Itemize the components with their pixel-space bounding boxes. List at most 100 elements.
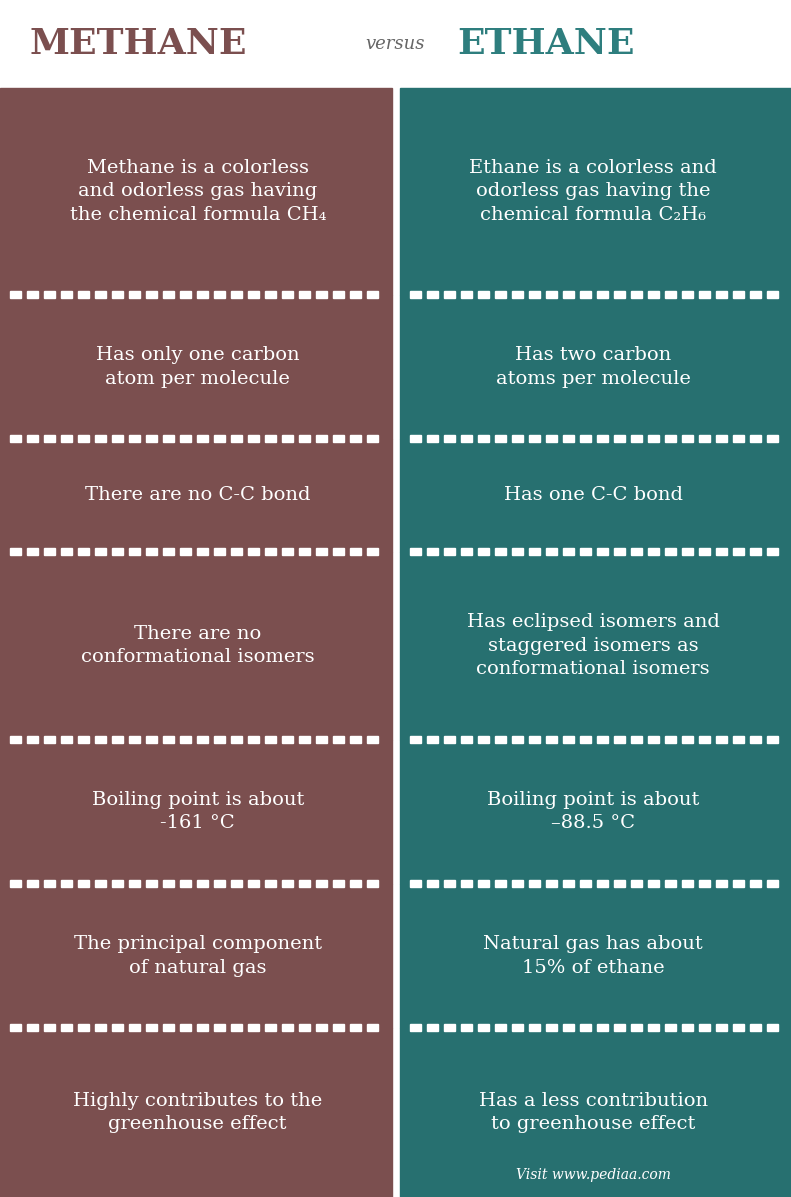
Bar <box>367 548 378 555</box>
Bar <box>494 436 505 443</box>
Bar <box>766 736 778 743</box>
Text: Has eclipsed isomers and
staggered isomers as
conformational isomers: Has eclipsed isomers and staggered isome… <box>467 613 720 679</box>
Text: There are no
conformational isomers: There are no conformational isomers <box>81 625 315 667</box>
Bar <box>95 291 106 298</box>
Bar <box>61 436 72 443</box>
Text: Has one C-C bond: Has one C-C bond <box>504 486 683 504</box>
Bar <box>410 880 421 887</box>
Bar <box>444 436 455 443</box>
Bar <box>0 1028 392 1197</box>
Text: Has only one carbon
atom per molecule: Has only one carbon atom per molecule <box>96 346 300 388</box>
Bar <box>580 1025 591 1032</box>
Bar <box>664 436 676 443</box>
Bar <box>528 736 539 743</box>
Bar <box>426 436 437 443</box>
Bar <box>682 436 692 443</box>
Bar <box>399 883 791 1028</box>
Bar <box>197 291 208 298</box>
Bar <box>750 291 760 298</box>
Bar <box>716 291 726 298</box>
Bar <box>630 880 642 887</box>
Bar <box>146 1025 157 1032</box>
Bar <box>95 436 106 443</box>
Bar <box>0 294 392 439</box>
Bar <box>682 291 692 298</box>
Text: Boiling point is about
–88.5 °C: Boiling point is about –88.5 °C <box>487 791 699 832</box>
Bar <box>248 548 259 555</box>
Bar <box>410 1025 421 1032</box>
Bar <box>750 1025 760 1032</box>
Bar <box>78 436 89 443</box>
Bar <box>478 548 489 555</box>
Bar <box>180 548 191 555</box>
Bar <box>528 880 539 887</box>
Bar <box>44 548 55 555</box>
Bar <box>546 1025 557 1032</box>
Bar <box>78 736 89 743</box>
Bar <box>180 291 191 298</box>
Text: ETHANE: ETHANE <box>457 28 634 61</box>
Bar <box>732 436 744 443</box>
Bar <box>316 736 327 743</box>
Bar <box>367 436 378 443</box>
Bar <box>163 1025 174 1032</box>
Bar <box>630 548 642 555</box>
Bar <box>512 291 523 298</box>
Bar <box>10 880 21 887</box>
Bar <box>214 436 225 443</box>
Bar <box>350 1025 361 1032</box>
Bar <box>698 736 710 743</box>
Bar <box>163 880 174 887</box>
Text: Highly contributes to the
greenhouse effect: Highly contributes to the greenhouse eff… <box>73 1092 323 1134</box>
Bar <box>27 880 38 887</box>
Bar <box>299 436 310 443</box>
Bar <box>180 1025 191 1032</box>
Bar <box>231 436 242 443</box>
Bar <box>664 1025 676 1032</box>
Bar <box>399 89 791 294</box>
Bar <box>10 436 21 443</box>
Bar <box>460 436 471 443</box>
Bar <box>265 1025 276 1032</box>
Bar <box>426 548 437 555</box>
Bar <box>698 291 710 298</box>
Bar <box>265 736 276 743</box>
Bar <box>333 548 344 555</box>
Bar <box>95 880 106 887</box>
Bar <box>444 1025 455 1032</box>
Bar <box>299 880 310 887</box>
Bar <box>78 880 89 887</box>
Bar <box>350 436 361 443</box>
Bar <box>580 736 591 743</box>
Bar <box>682 548 692 555</box>
Bar <box>197 736 208 743</box>
Bar <box>146 548 157 555</box>
Bar <box>163 548 174 555</box>
Bar <box>333 1025 344 1032</box>
Bar <box>716 548 726 555</box>
Bar <box>562 548 573 555</box>
Bar <box>214 880 225 887</box>
Bar <box>528 291 539 298</box>
Bar <box>444 548 455 555</box>
Bar <box>460 291 471 298</box>
Bar <box>231 291 242 298</box>
Bar <box>596 880 607 887</box>
Bar <box>410 436 421 443</box>
Bar <box>95 736 106 743</box>
Bar <box>698 548 710 555</box>
Bar <box>112 548 123 555</box>
Text: Visit www.pediaa.com: Visit www.pediaa.com <box>516 1168 671 1181</box>
Bar <box>112 436 123 443</box>
Bar <box>129 880 140 887</box>
Bar <box>0 552 392 740</box>
Bar <box>146 436 157 443</box>
Bar <box>698 436 710 443</box>
Bar <box>478 436 489 443</box>
Bar <box>44 291 55 298</box>
Bar <box>129 1025 140 1032</box>
Bar <box>95 548 106 555</box>
Bar <box>512 548 523 555</box>
Bar <box>682 736 692 743</box>
Bar <box>494 736 505 743</box>
